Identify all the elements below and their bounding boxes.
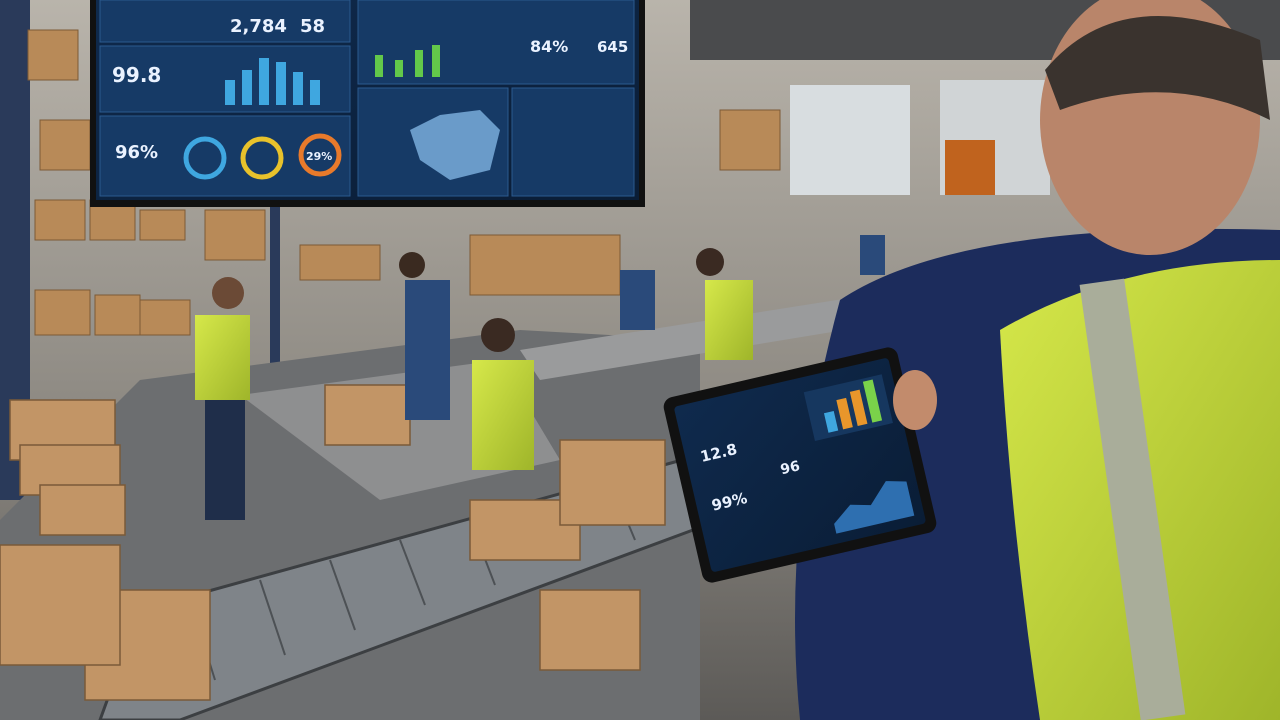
screen-kpi: 96% [115, 142, 158, 163]
shelf-boxes [27, 29, 781, 336]
tablet-kpi: 96 [779, 458, 802, 478]
screen-kpi: 29% [306, 150, 332, 163]
wall-screen: 2,784 58 99.8 96% 29% 84% 645 [90, 0, 645, 207]
screen-kpi: 2,784 [230, 16, 287, 37]
screen-kpi: 84% [530, 37, 568, 56]
screen-kpi: 645 [597, 38, 628, 56]
screen-kpi: 99.8 [112, 63, 161, 87]
foreground-worker [700, 0, 1280, 720]
boxes [0, 384, 666, 701]
truck [945, 140, 995, 195]
workers [195, 235, 885, 520]
dock-door [790, 85, 910, 195]
screen-kpi: 58 [300, 16, 325, 37]
tablet: 12.8 99% 96 [663, 347, 937, 583]
hand [893, 370, 937, 430]
